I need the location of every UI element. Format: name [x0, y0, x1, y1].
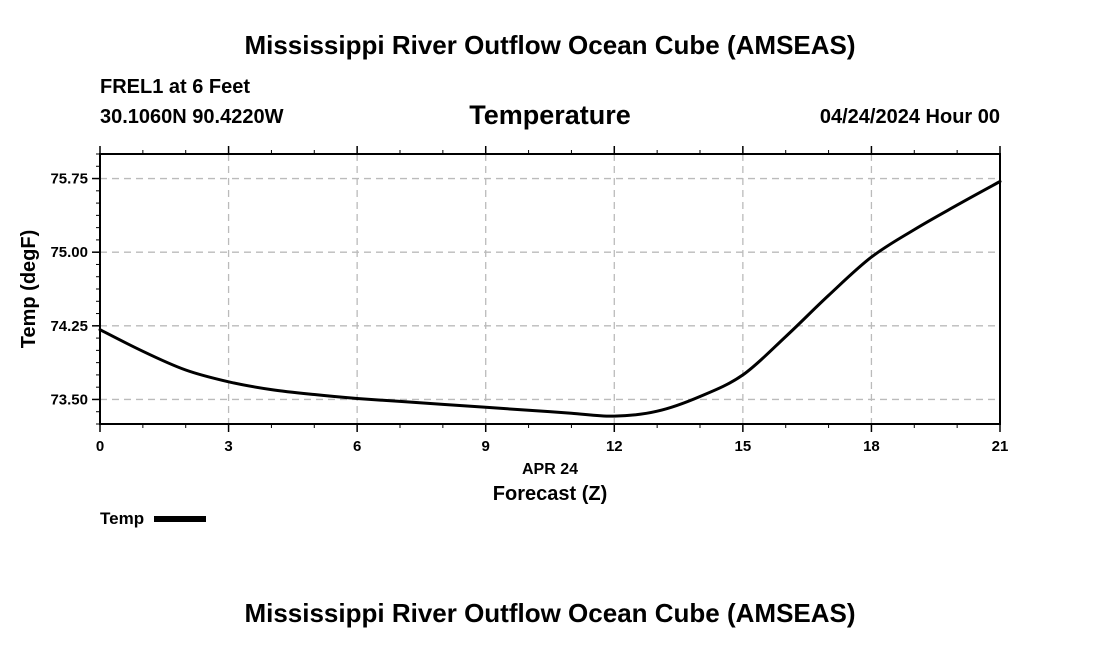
temp-series-line	[98, 180, 1002, 418]
coordinates-label: 30.1060N 90.4220W	[100, 106, 284, 128]
x-axis-title: Forecast (Z)	[493, 483, 607, 505]
footer-title: Mississippi River Outflow Ocean Cube (AM…	[244, 598, 856, 628]
y-tick-label: 75.00	[50, 244, 88, 261]
legend-label: Temp	[100, 509, 145, 528]
y-tick-label: 75.75	[50, 171, 88, 188]
grid	[100, 154, 1000, 424]
x-tick-label: 0	[96, 438, 104, 455]
chart-title: Mississippi River Outflow Ocean Cube (AM…	[244, 30, 856, 60]
variable-label: Temperature	[469, 100, 631, 130]
x-tick-label: 3	[224, 438, 232, 455]
legend: Temp	[100, 509, 207, 529]
y-tick-label: 73.50	[50, 391, 88, 408]
x-axis-date-label: APR 24	[522, 461, 578, 478]
x-tick-label: 6	[353, 438, 361, 455]
x-tick-label: 12	[606, 438, 623, 455]
x-tick-label: 15	[735, 438, 752, 455]
y-axis-title: Temp (degF)	[18, 230, 40, 349]
x-tick-label: 21	[992, 438, 1009, 455]
y-tick-label: 74.25	[50, 318, 88, 335]
tick-labels: 0 3 6 9 12 15 18 21 73.50 74.25 75.00 75.75	[50, 171, 1008, 455]
datetime-label: 04/24/2024 Hour 00	[819, 106, 1000, 128]
x-tick-label: 9	[482, 438, 490, 455]
axis-ticks	[92, 146, 1001, 432]
station-label: FREL1 at 6 Feet	[100, 76, 251, 98]
legend-swatch	[154, 516, 207, 522]
x-tick-label: 18	[863, 438, 880, 455]
